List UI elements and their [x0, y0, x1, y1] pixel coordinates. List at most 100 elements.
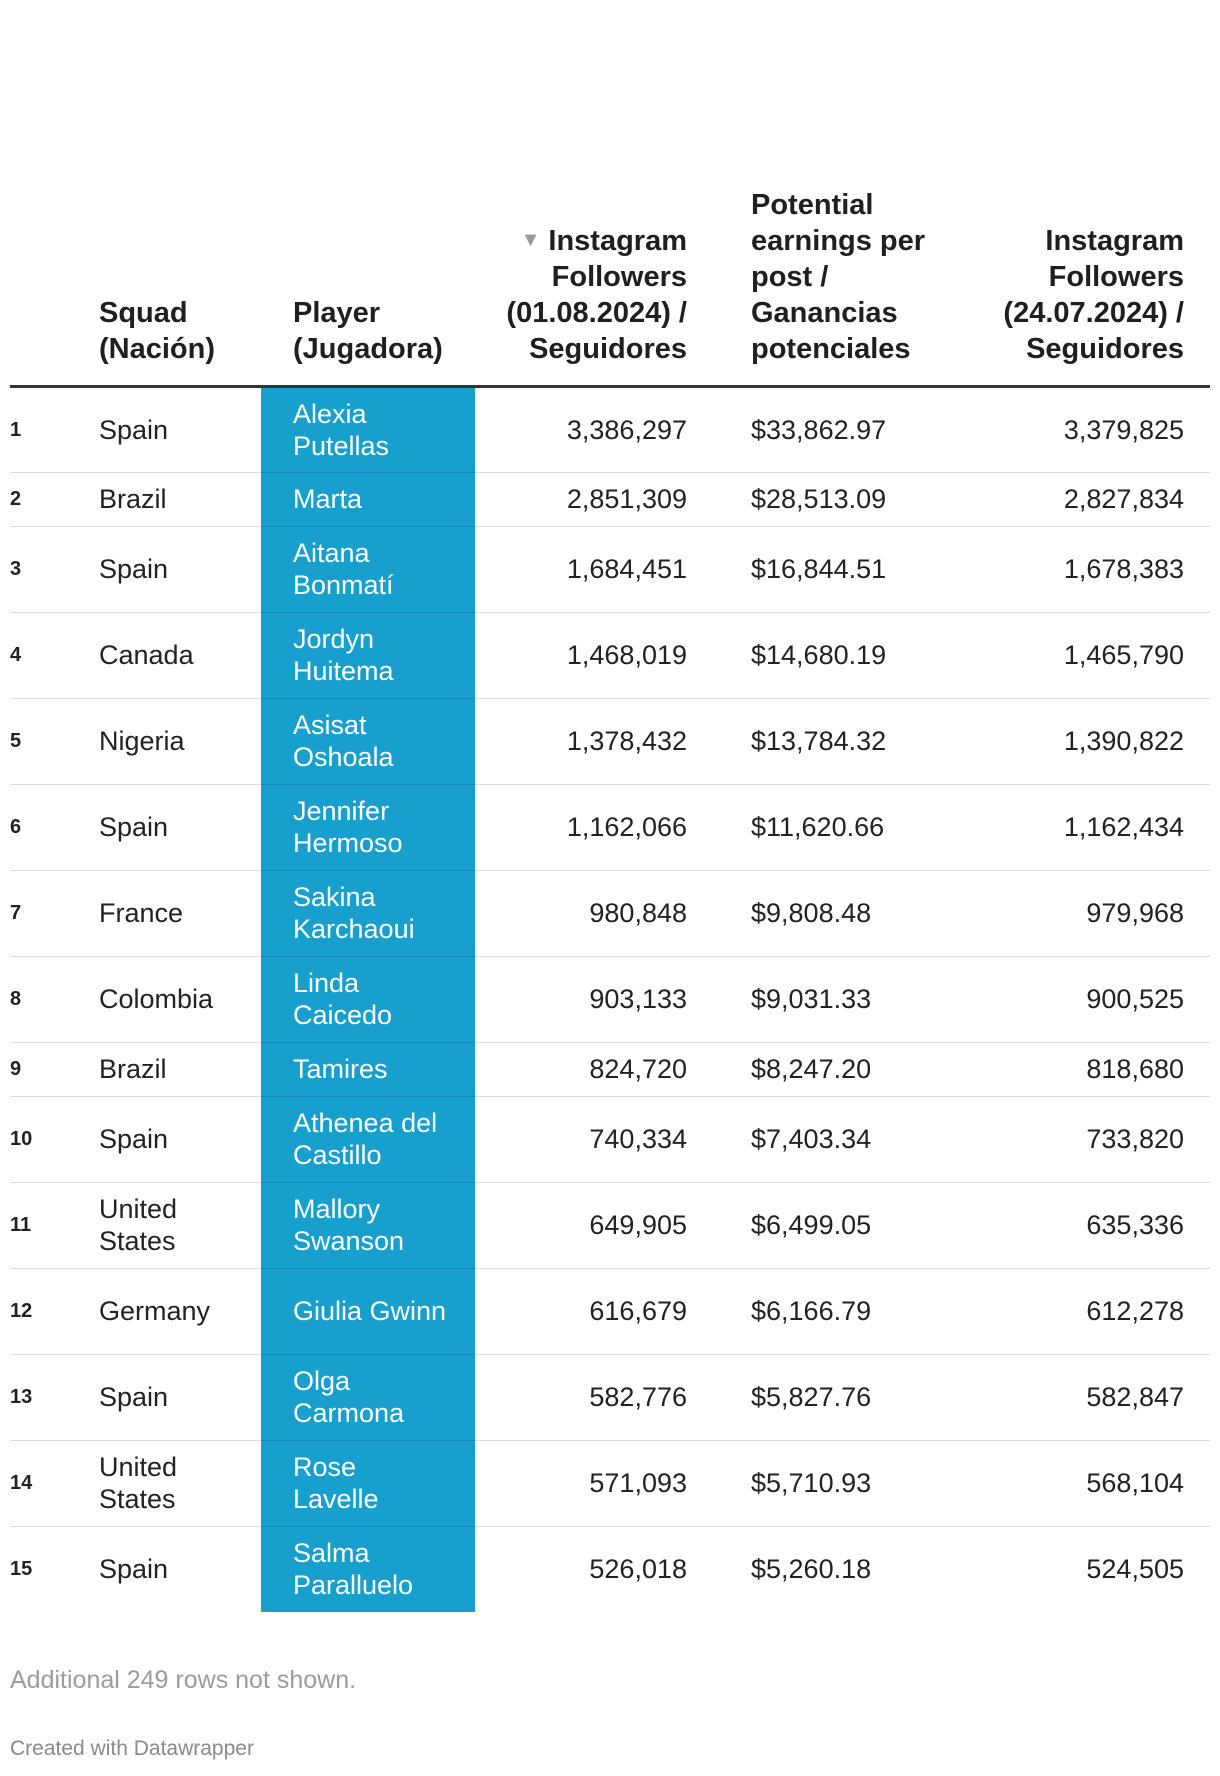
player-cell: Linda Caicedo	[261, 956, 475, 1043]
followers-2407-cell: 3,379,825	[983, 386, 1210, 473]
sort-descending-icon: ▼	[520, 228, 541, 251]
rank-cell: 10	[10, 1096, 99, 1183]
followers-0108-cell: 2,851,309	[475, 472, 713, 527]
followers-2407-cell: 582,847	[983, 1354, 1210, 1441]
squad-cell: Spain	[99, 784, 261, 871]
player-cell: Asisat Oshoala	[261, 698, 475, 785]
player-cell: Tamires	[261, 1042, 475, 1097]
player-cell: Salma Paralluelo	[261, 1526, 475, 1612]
player-cell: Mallory Swanson	[261, 1182, 475, 1269]
player-cell: Jennifer Hermoso	[261, 784, 475, 871]
table-row: 8 Colombia Linda Caicedo 903,133 $9,031.33 90…	[10, 956, 1210, 1043]
player-cell: Athenea del Castillo	[261, 1096, 475, 1183]
squad-cell: Spain	[99, 526, 261, 613]
rank-cell: 9	[10, 1042, 99, 1097]
data-table-container: Squad (Nación) Player (Jugadora) ▼ Instag…	[10, 0, 1210, 1612]
table-body: 1 Spain Alexia Putellas 3,386,297 $33,862.97…	[10, 386, 1210, 1612]
followers-2407-cell: 733,820	[983, 1096, 1210, 1183]
player-cell: Rose Lavelle	[261, 1440, 475, 1527]
squad-cell: United States	[99, 1440, 261, 1527]
table-row: 1 Spain Alexia Putellas 3,386,297 $33,862.97…	[10, 386, 1210, 473]
rank-cell: 2	[10, 472, 99, 527]
header-followers-0108[interactable]: ▼ Instagram Followers (01.08.2024) / Segu…	[475, 0, 713, 388]
table-row: 6 Spain Jennifer Hermoso 1,162,066 $11,620.6…	[10, 784, 1210, 871]
earnings-cell: $5,827.76	[713, 1354, 983, 1441]
table-row: 13 Spain Olga Carmona 582,776 $5,827.76 582,8…	[10, 1354, 1210, 1441]
earnings-cell: $5,710.93	[713, 1440, 983, 1527]
earnings-cell: $11,620.66	[713, 784, 983, 871]
datawrapper-credit[interactable]: Created with Datawrapper	[10, 1737, 254, 1760]
player-cell: Olga Carmona	[261, 1354, 475, 1441]
followers-2407-cell: 2,827,834	[983, 472, 1210, 527]
rows-not-shown-note: Additional 249 rows not shown.	[10, 1666, 357, 1694]
followers-2407-cell: 1,162,434	[983, 784, 1210, 871]
followers-2407-cell: 1,390,822	[983, 698, 1210, 785]
squad-cell: Brazil	[99, 1042, 261, 1097]
header-rank[interactable]	[10, 0, 99, 388]
followers-0108-cell: 526,018	[589, 1554, 687, 1585]
header-followers-2407-label: Instagram Followers (24.07.2024) / Segui…	[1003, 224, 1184, 365]
earnings-cell: $16,844.51	[713, 526, 983, 613]
followers-2407-cell: 612,278	[983, 1268, 1210, 1355]
followers-2407-cell: 524,505	[1086, 1554, 1184, 1585]
header-followers-2407[interactable]: Instagram Followers (24.07.2024) / Segui…	[983, 0, 1210, 388]
table-row: 11 United States Mallory Swanson 649,905 $6,…	[10, 1182, 1210, 1269]
table-row: 3 Spain Aitana Bonmatí 1,684,451 $16,844.51 1…	[10, 526, 1210, 613]
squad-cell: Colombia	[99, 956, 261, 1043]
squad-cell: Germany	[99, 1268, 261, 1355]
squad-cell: Spain	[99, 1096, 261, 1183]
header-earnings[interactable]: Potential earnings per post / Ganancias …	[713, 0, 983, 388]
followers-2407-cell: 568,104	[983, 1440, 1210, 1527]
followers-0108-cell: 1,468,019	[475, 612, 713, 699]
table-row: 2 Brazil Marta 2,851,309 $28,513.09 2,827,834	[10, 472, 1210, 527]
squad-cell: Spain	[99, 1354, 261, 1441]
earnings-cell: $14,680.19	[713, 612, 983, 699]
squad-cell: France	[99, 870, 261, 957]
table-row: 10 Spain Athenea del Castillo 740,334 $7,403…	[10, 1096, 1210, 1183]
rank-cell: 15	[10, 1558, 33, 1581]
earnings-cell: $7,403.34	[713, 1096, 983, 1183]
squad-cell: Nigeria	[99, 698, 261, 785]
header-player[interactable]: Player (Jugadora)	[261, 0, 475, 388]
followers-2407-cell: 635,336	[983, 1182, 1210, 1269]
followers-0108-cell: 1,162,066	[475, 784, 713, 871]
player-cell: Alexia Putellas	[261, 386, 475, 473]
rank-cell: 8	[10, 956, 99, 1043]
followers-2407-cell: 900,525	[983, 956, 1210, 1043]
earnings-cell: $6,499.05	[713, 1182, 983, 1269]
header-squad-label: Squad (Nación)	[99, 296, 215, 365]
table-row: 7 France Sakina Karchaoui 980,848 $9,808.48 9…	[10, 870, 1210, 957]
player-cell: Jordyn Huitema	[261, 612, 475, 699]
rank-cell: 7	[10, 870, 99, 957]
rank-cell: 13	[10, 1354, 99, 1441]
followers-2407-cell: 1,678,383	[983, 526, 1210, 613]
followers-0108-cell: 571,093	[475, 1440, 713, 1527]
squad-cell: Spain	[99, 1554, 169, 1585]
rank-cell: 5	[10, 698, 99, 785]
followers-0108-cell: 616,679	[475, 1268, 713, 1355]
earnings-cell: $9,808.48	[713, 870, 983, 957]
table-row: 12 Germany Giulia Gwinn 616,679 $6,166.79 612…	[10, 1268, 1210, 1355]
header-player-label: Player (Jugadora)	[293, 296, 443, 365]
rank-cell: 4	[10, 612, 99, 699]
rank-cell: 11	[10, 1182, 99, 1269]
table-row: 9 Brazil Tamires 824,720 $8,247.20 818,680	[10, 1042, 1210, 1097]
player-cell: Sakina Karchaoui	[261, 870, 475, 957]
player-cell: Giulia Gwinn	[261, 1268, 475, 1355]
squad-cell: Canada	[99, 612, 261, 699]
earnings-cell: $13,784.32	[713, 698, 983, 785]
rank-cell: 1	[10, 386, 99, 473]
followers-0108-cell: 740,334	[475, 1096, 713, 1183]
header-squad[interactable]: Squad (Nación)	[99, 0, 261, 388]
followers-0108-cell: 903,133	[475, 956, 713, 1043]
rank-cell: 12	[10, 1268, 99, 1355]
player-cell: Marta	[261, 472, 475, 527]
followers-0108-cell: 824,720	[475, 1042, 713, 1097]
followers-0108-cell: 3,386,297	[475, 386, 713, 473]
header-earnings-label: Potential earnings per post / Ganancias …	[751, 188, 926, 365]
rank-cell: 6	[10, 784, 99, 871]
rank-cell: 3	[10, 526, 99, 613]
table-row: 14 United States Rose Lavelle 571,093 $5,710…	[10, 1440, 1210, 1527]
instagram-followers-table: Squad (Nación) Player (Jugadora) ▼ Instag…	[10, 0, 1210, 1612]
followers-0108-cell: 582,776	[475, 1354, 713, 1441]
